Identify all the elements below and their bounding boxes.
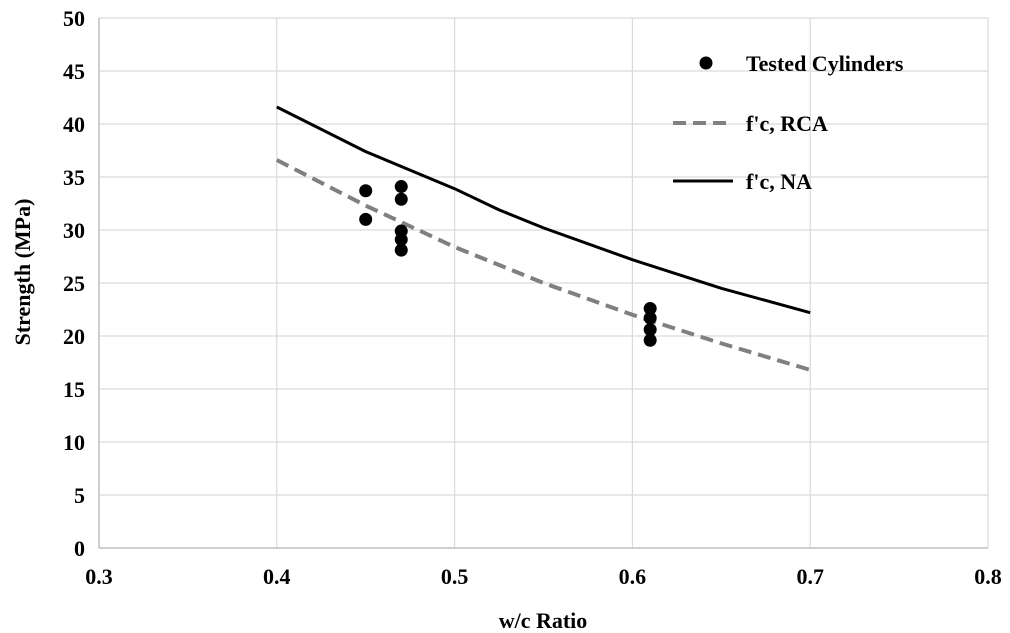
data-point [394,192,408,206]
legend: Tested Cylinders f'c, RCA f'c, NA [673,51,904,194]
data-point [643,301,657,315]
legend-label-tested-cylinders: Tested Cylinders [746,51,904,76]
y-tick-label: 40 [63,112,85,137]
data-point [643,333,657,347]
data-point [643,323,657,337]
legend-label-na: f'c, NA [746,169,812,194]
tick-labels: 0 5 10 15 20 25 30 35 40 45 50 0.3 0.4 0.5 0.6 0.7 0.8 [63,6,1002,589]
data-point [643,311,657,325]
data-point [359,184,373,198]
y-tick-label: 25 [63,271,85,296]
grid [99,17,989,548]
y-tick-label: 35 [63,165,85,190]
data-point [394,233,408,247]
y-tick-label: 45 [63,59,85,84]
y-axis-title: Strength (MPa) [10,199,35,346]
series-line-2 [276,105,811,315]
x-tick-label: 0.7 [796,564,824,589]
x-tick-label: 0.6 [619,564,647,589]
y-tick-label: 20 [63,324,85,349]
axes [98,18,988,549]
y-tick-label: 30 [63,218,85,243]
x-tick-label: 0.8 [974,564,1002,589]
x-axis-title: w/c Ratio [499,608,588,633]
y-tick-label: 10 [63,430,85,455]
x-tick-label: 0.4 [263,564,291,589]
y-tick-label: 15 [63,377,85,402]
y-tick-label: 5 [74,483,85,508]
data-point [359,212,373,226]
data-point [394,180,408,194]
legend-label-rca: f'c, RCA [746,111,828,136]
y-tick-label: 0 [74,536,85,561]
data-point [394,243,408,257]
x-tick-label: 0.5 [441,564,469,589]
series-line-1 [275,158,811,372]
legend-marker-tested-cylinders [699,56,713,70]
x-tick-label: 0.3 [85,564,113,589]
y-tick-label: 50 [63,6,85,31]
series [275,105,811,372]
